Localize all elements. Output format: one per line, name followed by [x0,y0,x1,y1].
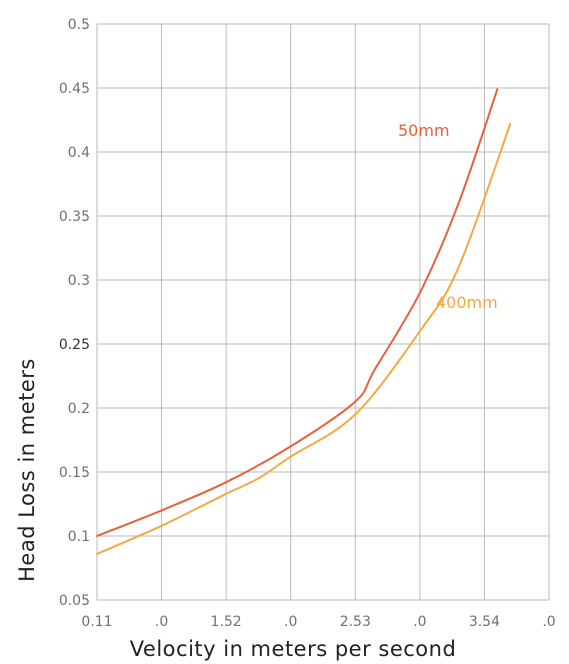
series-line-400mm [96,122,512,555]
x-tick-label: .0 [413,614,426,630]
series-line-50mm [96,88,499,537]
x-tick-label: 0.11 [81,614,112,630]
series-lines [96,88,512,555]
series-label-400mm: 400mm [436,293,498,312]
y-tick-label: 0.5 [68,17,90,33]
x-tick-label: 3.54 [469,614,500,630]
series-labels: 50mm 400mm [398,121,498,312]
y-tick-label: 0.45 [59,81,90,97]
series-label-50mm: 50mm [398,121,450,140]
grid [96,23,550,601]
y-axis-title: Head Loss in meters [15,358,39,582]
y-tick-label: 0.3 [68,273,90,289]
x-axis-title: Velocity in meters per second [130,637,457,661]
y-tick-label: 0.4 [68,145,90,161]
x-tick-label: .0 [284,614,297,630]
y-tick-label: 0.25 [59,337,90,353]
y-tick-label: 0.35 [59,209,90,225]
x-tick-label: .0 [542,614,555,630]
y-tick-label: 0.05 [59,593,90,609]
y-tick-label: 0.2 [68,401,90,417]
y-tick-label: 0.15 [59,465,90,481]
x-tick-label: 1.52 [211,614,242,630]
y-tick-label: 0.1 [68,529,90,545]
x-tick-label: 2.53 [340,614,371,630]
x-axis-ticks: 0.11 .0 1.52 .0 2.53 .0 3.54 .0 [81,614,555,630]
x-tick-label: .0 [155,614,168,630]
y-axis-ticks: 0.05 0.1 0.15 0.2 0.25 0.3 0.35 0.4 0.45 0.5 [59,17,90,609]
